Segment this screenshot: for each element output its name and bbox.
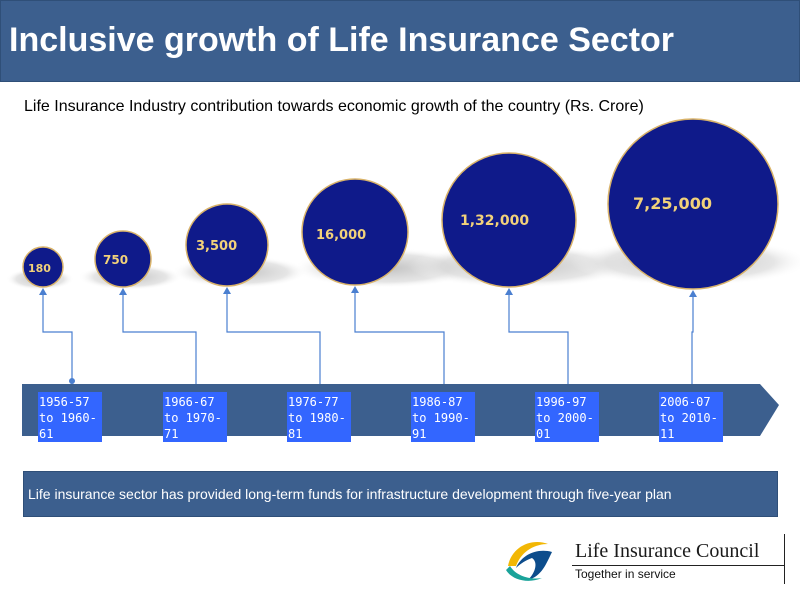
contribution-label: 3,500 (196, 239, 237, 254)
period-label: 1956-57 to 1960- 61 (38, 392, 102, 442)
period-connector-line (122, 293, 197, 384)
logo: Life Insurance Council Together in servi… (500, 534, 785, 584)
period-label-line: 1986-87 (412, 395, 463, 409)
period-label-line: to 2010- (660, 411, 718, 425)
slide-title: Inclusive growth of Life Insurance Secto… (9, 21, 675, 59)
period-label: 1996-97 to 2000- 01 (535, 392, 599, 442)
title-bar: Inclusive growth of Life Insurance Secto… (0, 0, 800, 82)
period-connector-line (691, 295, 694, 384)
connector-arrowhead (223, 287, 231, 294)
period-connector-line (226, 292, 321, 384)
council-swirl-logo-icon (506, 542, 552, 581)
period-label: 2006-07 to 2010- 11 (659, 392, 723, 442)
chart-subtitle: Life Insurance Industry contribution tow… (24, 98, 644, 115)
contribution-label: 1,32,000 (460, 213, 529, 229)
period-label-line: to 1990- (412, 411, 470, 425)
logo-border (784, 534, 785, 584)
period-label-line: 1956-57 (39, 395, 90, 409)
period-label-line: 2006-07 (660, 395, 711, 409)
period-label-line: 71 (164, 427, 179, 441)
contribution-label: 16,000 (316, 228, 366, 243)
period-label-line: 1996-97 (536, 395, 587, 409)
period-label-line: 81 (288, 427, 303, 441)
period-label-line: 1976-77 (288, 395, 339, 409)
period-label: 1976-77 to 1980- 81 (287, 392, 351, 442)
contribution-bubble (441, 152, 577, 288)
logo-divider (572, 565, 785, 566)
period-connector-line (42, 293, 73, 384)
period-label-line: to 1960- (39, 411, 97, 425)
connector-arrowhead (39, 288, 47, 295)
logo-name: Life Insurance Council (575, 540, 760, 562)
period-label-line: to 1980- (288, 411, 346, 425)
contribution-label: 180 (28, 262, 51, 275)
period-label-line: 11 (660, 427, 675, 441)
contribution-bubble (607, 118, 779, 290)
period-label: 1966-67 to 1970- 71 (163, 392, 227, 442)
period-label-line: 91 (412, 427, 427, 441)
connector-arrowhead (351, 286, 359, 293)
growth-diagram: 180 750 3,500 16,000 1,32,000 7,25,000 (6, 118, 800, 436)
contribution-bubble (94, 230, 152, 288)
connector-arrowhead (505, 288, 513, 295)
period-label-line: to 2000- (536, 411, 594, 425)
period-label-line: 61 (39, 427, 54, 441)
contribution-bubble (22, 246, 64, 288)
connector-anchor-dot (69, 378, 75, 384)
contribution-label: 7,25,000 (633, 194, 712, 213)
period-connector-line (354, 291, 445, 384)
period-label-line: 1966-67 (164, 395, 215, 409)
info-note: Life insurance sector has provided long-… (23, 471, 778, 517)
period-label-line: to 1970- (164, 411, 222, 425)
connector-arrowhead (119, 288, 127, 295)
contribution-bubble (301, 178, 409, 286)
contribution-bubble (185, 203, 269, 287)
period-label-line: 01 (536, 427, 551, 441)
period-label: 1986-87 to 1990- 91 (411, 392, 475, 442)
contribution-label: 750 (103, 253, 128, 267)
logo-tagline: Together in service (575, 567, 676, 581)
connector-arrowhead (689, 290, 697, 297)
period-connector-line (508, 293, 569, 384)
